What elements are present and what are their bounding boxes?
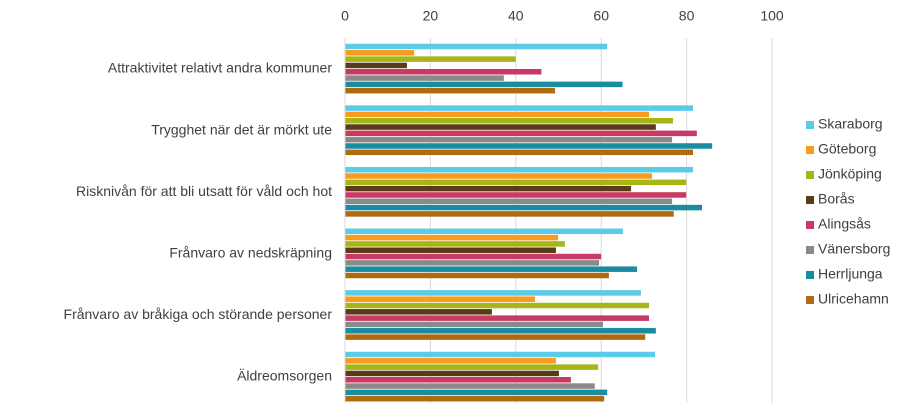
x-tick-label: 100 — [760, 8, 784, 24]
legend-swatch — [806, 271, 814, 279]
bar — [345, 185, 632, 192]
x-tick-label: 60 — [593, 8, 609, 24]
bar — [345, 117, 673, 124]
bar — [345, 351, 656, 358]
legend-swatch — [806, 246, 814, 254]
bar — [345, 253, 602, 260]
bar — [345, 105, 694, 111]
legend-swatch — [806, 221, 814, 229]
legend-label: Göteborg — [818, 141, 876, 157]
legend-label: Skaraborg — [818, 116, 883, 132]
legend-label: Jönköping — [818, 166, 882, 182]
bar — [345, 260, 600, 266]
y-tick-label: Attraktivitet relativt andra kommuner — [108, 60, 332, 76]
bar — [345, 296, 536, 302]
bar — [345, 204, 702, 211]
bar — [345, 309, 492, 315]
x-tick-label: 40 — [508, 8, 524, 24]
x-tick-label: 80 — [679, 8, 695, 24]
legend-label: Vänersborg — [818, 241, 890, 257]
bar — [345, 370, 559, 377]
bar — [345, 81, 623, 88]
bar — [345, 143, 713, 149]
y-tick-label: Äldreomsorgen — [237, 368, 332, 384]
bar — [345, 377, 571, 383]
y-tick-label: Trygghet när det är mörkt ute — [151, 121, 332, 137]
legend-label: Alingsås — [818, 216, 871, 232]
bar — [345, 383, 595, 389]
bar — [345, 111, 650, 118]
bar — [345, 272, 609, 279]
legend-label: Borås — [818, 191, 855, 207]
legend-swatch — [806, 146, 814, 154]
bar — [345, 389, 608, 396]
bar — [345, 149, 694, 156]
legend-swatch — [806, 296, 814, 304]
bar — [345, 234, 559, 241]
bar — [345, 266, 638, 272]
bar — [345, 69, 542, 75]
bar — [345, 136, 673, 143]
bar — [345, 130, 697, 137]
bar — [345, 179, 687, 186]
bar — [345, 334, 646, 340]
bar — [345, 62, 407, 69]
bar — [345, 166, 694, 173]
bar — [345, 50, 415, 56]
x-tick-label: 0 — [341, 8, 349, 24]
bar — [345, 192, 687, 198]
bar — [345, 75, 504, 81]
bar — [345, 395, 605, 402]
bar — [345, 290, 641, 296]
legend-label: Herrljunga — [818, 266, 883, 282]
legend-label: Ulricehamn — [818, 291, 889, 307]
x-tick-label: 20 — [423, 8, 439, 24]
y-tick-label: Risknivån för att bli utsatt för våld oc… — [76, 183, 332, 199]
bar — [345, 247, 556, 253]
bar — [345, 315, 650, 321]
y-tick-label: Frånvaro av nedskräpning — [169, 245, 332, 261]
bar — [345, 87, 556, 94]
bar — [345, 124, 656, 130]
bar — [345, 364, 599, 370]
bar — [345, 56, 516, 62]
bar — [345, 43, 608, 50]
bar — [345, 241, 565, 247]
legend-swatch — [806, 171, 814, 179]
bar — [345, 173, 653, 179]
bar — [345, 211, 674, 217]
bar — [345, 302, 650, 309]
bar — [345, 328, 656, 334]
bar — [345, 321, 603, 328]
bar — [345, 198, 673, 205]
legend-swatch — [806, 121, 814, 129]
legend-swatch — [806, 196, 814, 204]
y-tick-label: Frånvaro av bråkiga och störande persone… — [64, 306, 333, 322]
bar — [345, 358, 556, 364]
bar — [345, 228, 623, 235]
